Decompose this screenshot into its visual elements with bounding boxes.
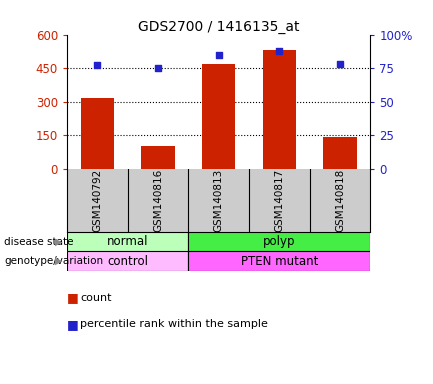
Bar xyxy=(262,50,296,169)
Bar xyxy=(141,146,174,169)
Bar xyxy=(202,64,236,169)
Bar xyxy=(67,232,188,252)
Text: genotype/variation: genotype/variation xyxy=(4,256,103,266)
Bar xyxy=(67,252,188,271)
Text: ▶: ▶ xyxy=(55,237,63,247)
Bar xyxy=(188,232,370,252)
Point xyxy=(155,65,162,71)
Text: percentile rank within the sample: percentile rank within the sample xyxy=(80,319,268,329)
Text: disease state: disease state xyxy=(4,237,74,247)
Text: GSM140818: GSM140818 xyxy=(335,169,345,232)
Point xyxy=(276,48,283,54)
Text: count: count xyxy=(80,293,112,303)
Text: GSM140813: GSM140813 xyxy=(213,169,224,232)
Text: GSM140792: GSM140792 xyxy=(92,169,103,232)
Text: ■: ■ xyxy=(67,318,79,331)
Text: GSM140817: GSM140817 xyxy=(274,169,284,232)
Text: normal: normal xyxy=(107,235,149,248)
Text: ▶: ▶ xyxy=(55,256,63,266)
Text: control: control xyxy=(107,255,148,268)
Text: GSM140816: GSM140816 xyxy=(153,169,163,232)
Text: PTEN mutant: PTEN mutant xyxy=(241,255,318,268)
Bar xyxy=(81,98,114,169)
Point xyxy=(215,51,222,58)
Point xyxy=(336,61,343,67)
Bar xyxy=(323,137,356,169)
Point xyxy=(94,62,101,68)
Title: GDS2700 / 1416135_at: GDS2700 / 1416135_at xyxy=(138,20,299,33)
Text: polyp: polyp xyxy=(263,235,296,248)
Text: ■: ■ xyxy=(67,291,79,304)
Bar xyxy=(188,252,370,271)
